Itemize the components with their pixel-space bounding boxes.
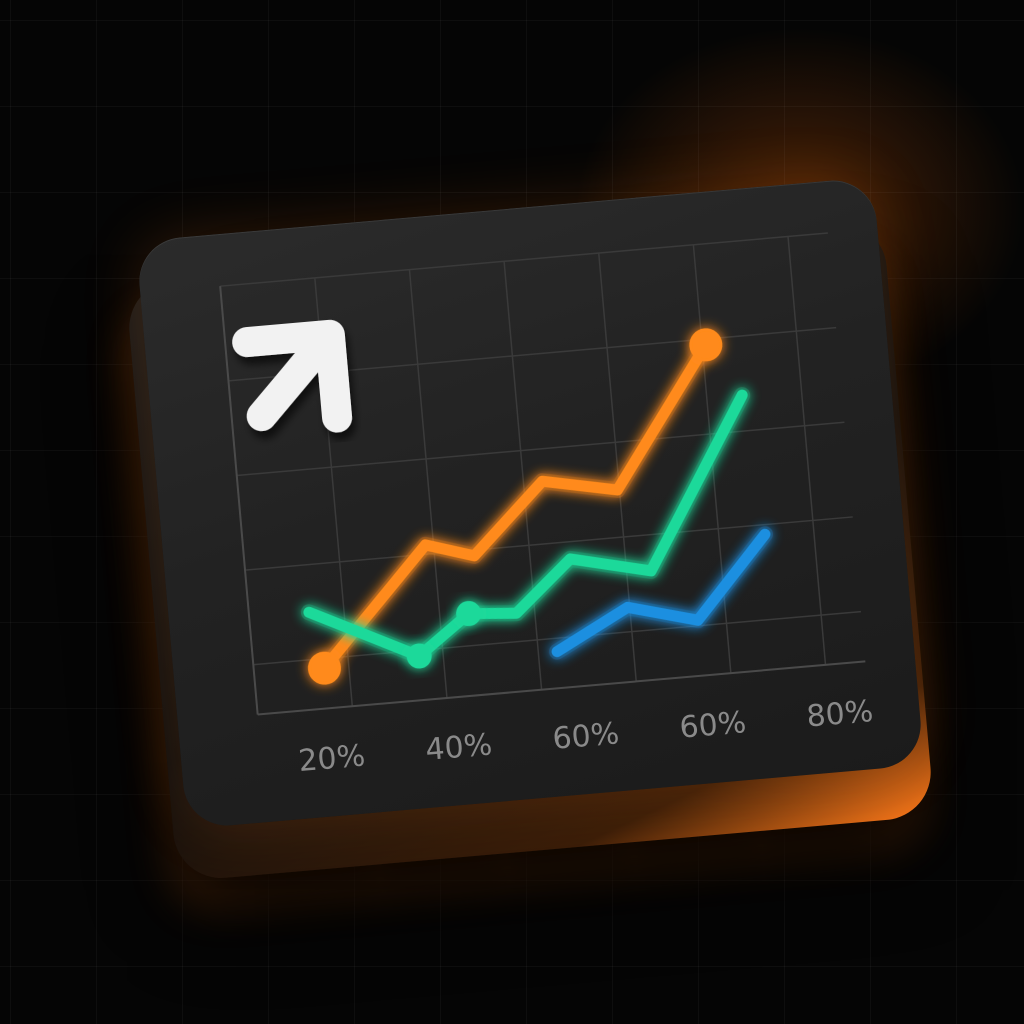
series-1 <box>300 387 751 669</box>
series-line <box>318 339 712 674</box>
data-point-marker <box>307 651 341 685</box>
series-2 <box>549 526 773 660</box>
grid-line-horizontal <box>220 232 828 287</box>
chart-axis <box>219 286 866 716</box>
x-axis-line <box>257 660 866 716</box>
grid-line-horizontal <box>244 516 853 571</box>
data-point-marker <box>456 601 482 627</box>
x-tick-label: 80% <box>805 694 874 735</box>
grid-line-vertical <box>787 236 827 665</box>
data-point-marker <box>406 643 432 669</box>
x-tick-label: 20% <box>297 738 366 779</box>
chart-series <box>300 328 773 685</box>
x-tick-label: 60% <box>678 705 747 746</box>
grid-line-horizontal <box>236 421 845 477</box>
data-point-marker <box>689 328 723 362</box>
x-tick-label: 40% <box>424 727 493 768</box>
x-tick-label: 60% <box>551 716 620 757</box>
series-line <box>551 528 771 658</box>
grid-line-horizontal <box>253 610 862 666</box>
grid-line-vertical <box>503 261 543 690</box>
y-axis-line <box>219 286 259 715</box>
series-0 <box>307 328 723 685</box>
trend-up-arrow-icon <box>232 319 353 433</box>
x-tick-labels: 20% 40% 60% 60% 80% <box>297 694 875 779</box>
grid-line-vertical <box>408 269 448 699</box>
